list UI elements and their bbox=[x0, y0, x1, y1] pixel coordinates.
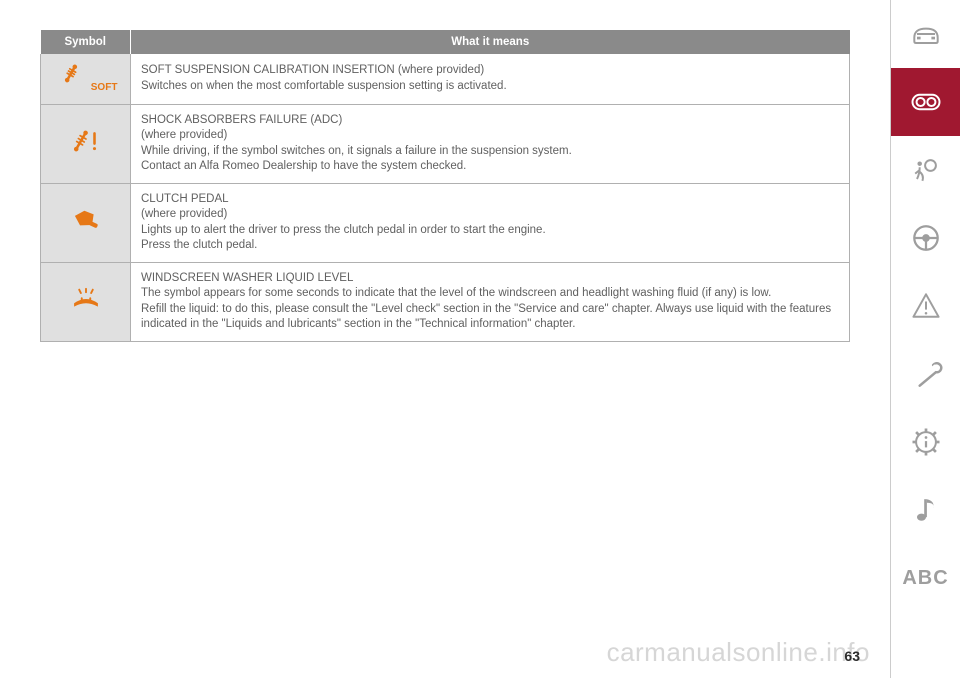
row-body: Switches on when the most comfortable su… bbox=[141, 80, 507, 92]
music-note-icon[interactable] bbox=[891, 476, 960, 544]
desc-cell: CLUTCH PEDAL (where provided) Lights up … bbox=[131, 183, 850, 262]
gear-info-icon[interactable] bbox=[891, 408, 960, 476]
symbol-washer-fluid bbox=[41, 262, 131, 341]
soft-label: SOFT bbox=[91, 83, 118, 93]
warning-triangle-icon[interactable] bbox=[891, 272, 960, 340]
airbag-icon[interactable] bbox=[891, 136, 960, 204]
desc-cell: SOFT SUSPENSION CALIBRATION INSERTION (w… bbox=[131, 54, 850, 104]
row-title: WINDSCREEN WASHER LIQUID LEVEL bbox=[141, 272, 353, 284]
symbol-meaning-table: Symbol What it means SOFT SOFT SUSPENSIO… bbox=[40, 30, 850, 342]
car-front-icon[interactable] bbox=[891, 0, 960, 68]
row-title: SHOCK ABSORBERS FAILURE (ADC) bbox=[141, 114, 342, 126]
row-body: The symbol appears for some seconds to i… bbox=[141, 287, 831, 330]
header-symbol: Symbol bbox=[41, 30, 131, 54]
table-row: CLUTCH PEDAL (where provided) Lights up … bbox=[41, 183, 850, 262]
row-title: CLUTCH PEDAL bbox=[141, 193, 229, 205]
desc-cell: SHOCK ABSORBERS FAILURE (ADC) (where pro… bbox=[131, 104, 850, 183]
shock-fail-icon bbox=[69, 127, 103, 155]
symbol-soft-suspension: SOFT bbox=[41, 54, 131, 104]
wrench-icon[interactable] bbox=[891, 340, 960, 408]
symbol-shock-absorbers bbox=[41, 104, 131, 183]
row-body: (where provided) While driving, if the s… bbox=[141, 129, 572, 172]
abc-index[interactable]: ABC bbox=[891, 544, 960, 612]
header-meaning: What it means bbox=[131, 30, 850, 54]
chapter-sidebar: ABC bbox=[890, 0, 960, 678]
table-row: SHOCK ABSORBERS FAILURE (ADC) (where pro… bbox=[41, 104, 850, 183]
row-title: SOFT SUSPENSION CALIBRATION INSERTION (w… bbox=[141, 64, 484, 76]
clutch-pedal-icon bbox=[69, 206, 103, 234]
soft-shock-icon bbox=[54, 62, 88, 90]
table-row: SOFT SOFT SUSPENSION CALIBRATION INSERTI… bbox=[41, 54, 850, 104]
washer-fluid-icon bbox=[69, 285, 103, 313]
page-content: Symbol What it means SOFT SOFT SUSPENSIO… bbox=[0, 0, 870, 678]
table-row: WINDSCREEN WASHER LIQUID LEVEL The symbo… bbox=[41, 262, 850, 341]
row-body: (where provided) Lights up to alert the … bbox=[141, 208, 546, 251]
desc-cell: WINDSCREEN WASHER LIQUID LEVEL The symbo… bbox=[131, 262, 850, 341]
steering-wheel-icon[interactable] bbox=[891, 204, 960, 272]
page-number: 63 bbox=[844, 648, 860, 664]
dashboard-icon[interactable] bbox=[891, 68, 960, 136]
symbol-clutch-pedal bbox=[41, 183, 131, 262]
